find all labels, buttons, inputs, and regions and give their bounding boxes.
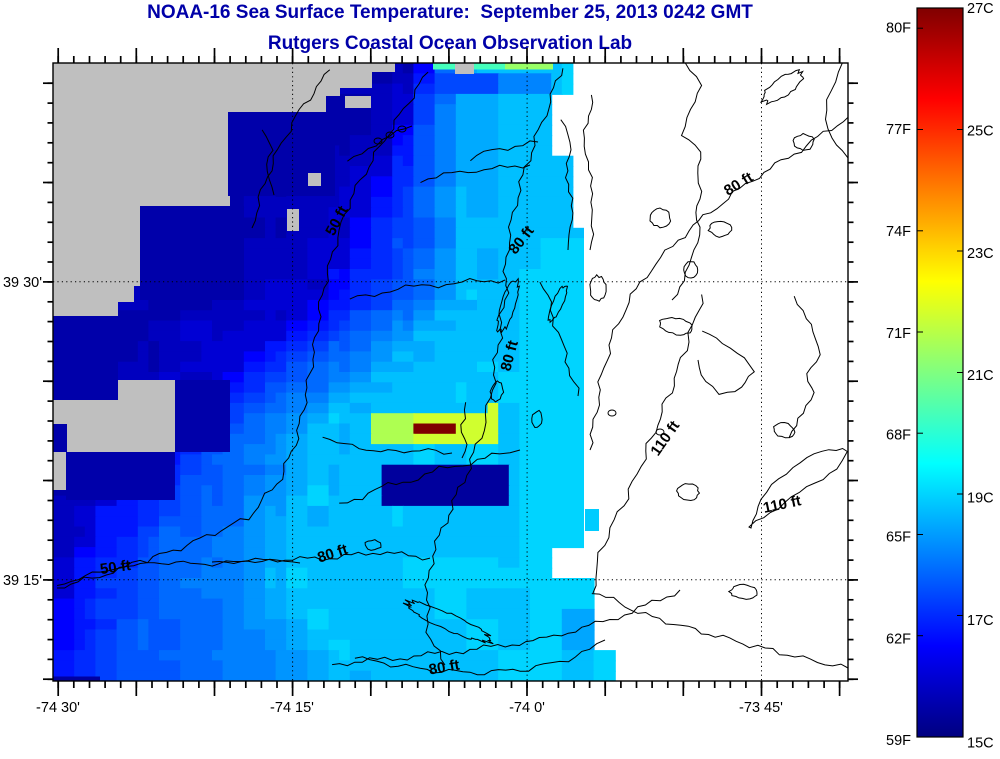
svg-text:74F: 74F	[886, 224, 911, 240]
svg-text:59F: 59F	[886, 733, 911, 749]
svg-text:-74 0': -74 0'	[509, 700, 545, 716]
svg-text:21C: 21C	[967, 368, 994, 384]
svg-text:Rutgers Coastal Ocean Observat: Rutgers Coastal Ocean Observation Lab	[268, 33, 632, 54]
svg-text:15C: 15C	[967, 735, 994, 751]
svg-text:-74 30': -74 30'	[36, 700, 80, 716]
svg-text:19C: 19C	[967, 491, 994, 507]
svg-text:62F: 62F	[886, 631, 911, 647]
svg-text:25C: 25C	[967, 123, 994, 139]
svg-text:80F: 80F	[886, 20, 911, 36]
svg-text:68F: 68F	[886, 428, 911, 444]
svg-text:23C: 23C	[967, 246, 994, 262]
svg-text:50 ft: 50 ft	[99, 557, 132, 578]
svg-text:17C: 17C	[967, 613, 994, 629]
svg-text:-74 15': -74 15'	[270, 700, 314, 716]
svg-text:65F: 65F	[886, 530, 911, 546]
svg-text:NOAA-16 Sea Surface Temperatur: NOAA-16 Sea Surface Temperature: Septemb…	[147, 2, 753, 23]
svg-text:27C: 27C	[967, 1, 994, 17]
svg-text:39 15': 39 15'	[3, 573, 42, 589]
svg-text:39 30': 39 30'	[3, 275, 42, 291]
svg-text:71F: 71F	[886, 326, 911, 342]
svg-text:80 ft: 80 ft	[428, 657, 461, 679]
svg-text:-73 45': -73 45'	[739, 700, 783, 716]
svg-text:77F: 77F	[886, 122, 911, 138]
